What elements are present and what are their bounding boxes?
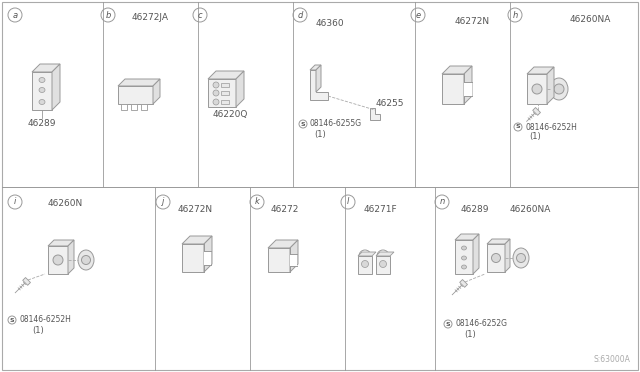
Polygon shape bbox=[48, 246, 68, 274]
Circle shape bbox=[516, 253, 525, 263]
Polygon shape bbox=[208, 71, 244, 79]
Polygon shape bbox=[204, 236, 212, 272]
Polygon shape bbox=[32, 64, 60, 72]
Polygon shape bbox=[310, 70, 328, 100]
Polygon shape bbox=[505, 239, 510, 272]
Polygon shape bbox=[236, 71, 244, 107]
Text: e: e bbox=[415, 10, 420, 19]
Circle shape bbox=[532, 84, 542, 94]
Ellipse shape bbox=[78, 250, 94, 270]
Text: S: S bbox=[10, 317, 14, 323]
Text: 46260NA: 46260NA bbox=[509, 205, 550, 214]
Polygon shape bbox=[22, 278, 31, 285]
Text: 46272JA: 46272JA bbox=[131, 13, 168, 22]
Polygon shape bbox=[208, 79, 236, 107]
Polygon shape bbox=[52, 64, 60, 110]
Text: k: k bbox=[255, 198, 259, 206]
Ellipse shape bbox=[461, 246, 467, 250]
Polygon shape bbox=[290, 240, 298, 272]
Polygon shape bbox=[121, 104, 127, 110]
Text: 46260N: 46260N bbox=[47, 199, 83, 208]
Circle shape bbox=[380, 260, 387, 267]
Ellipse shape bbox=[461, 256, 467, 260]
Polygon shape bbox=[310, 65, 321, 70]
Text: 46255: 46255 bbox=[376, 99, 404, 109]
Text: 46360: 46360 bbox=[316, 19, 344, 29]
Circle shape bbox=[492, 253, 500, 263]
Polygon shape bbox=[487, 244, 505, 272]
Ellipse shape bbox=[461, 265, 467, 269]
Text: a: a bbox=[12, 10, 17, 19]
Ellipse shape bbox=[513, 248, 529, 268]
Polygon shape bbox=[460, 279, 467, 287]
Ellipse shape bbox=[39, 77, 45, 83]
Polygon shape bbox=[464, 66, 472, 104]
Polygon shape bbox=[442, 66, 472, 74]
Circle shape bbox=[213, 99, 219, 105]
Text: b: b bbox=[106, 10, 111, 19]
Text: (1): (1) bbox=[32, 326, 44, 334]
Polygon shape bbox=[204, 251, 211, 265]
Polygon shape bbox=[487, 239, 510, 244]
Text: S: S bbox=[301, 122, 305, 126]
Text: d: d bbox=[298, 10, 303, 19]
Text: 08146-6255G: 08146-6255G bbox=[310, 119, 362, 128]
Polygon shape bbox=[527, 67, 554, 74]
Text: S: S bbox=[445, 321, 451, 327]
Polygon shape bbox=[547, 67, 554, 104]
Bar bbox=[221, 91, 229, 95]
Text: i: i bbox=[14, 198, 16, 206]
Text: h: h bbox=[513, 10, 518, 19]
Circle shape bbox=[213, 82, 219, 88]
Text: 46272: 46272 bbox=[271, 205, 299, 215]
Polygon shape bbox=[473, 234, 479, 274]
Polygon shape bbox=[68, 240, 74, 274]
Polygon shape bbox=[131, 104, 137, 110]
Text: S: S bbox=[516, 125, 520, 129]
Polygon shape bbox=[376, 256, 390, 274]
Polygon shape bbox=[290, 254, 297, 266]
Text: j: j bbox=[162, 198, 164, 206]
Ellipse shape bbox=[550, 78, 568, 100]
Text: 46260NA: 46260NA bbox=[570, 16, 611, 25]
Polygon shape bbox=[48, 240, 74, 246]
Text: c: c bbox=[198, 10, 202, 19]
Polygon shape bbox=[455, 234, 479, 240]
Text: 46220Q: 46220Q bbox=[212, 110, 248, 119]
Polygon shape bbox=[153, 79, 160, 104]
Polygon shape bbox=[268, 248, 290, 272]
Text: l: l bbox=[347, 198, 349, 206]
Text: 46289: 46289 bbox=[461, 205, 489, 214]
Circle shape bbox=[554, 84, 564, 94]
Polygon shape bbox=[532, 108, 540, 115]
Text: S:63000A: S:63000A bbox=[593, 355, 630, 364]
Text: 46289: 46289 bbox=[28, 119, 56, 128]
Text: (1): (1) bbox=[314, 129, 326, 138]
Text: 08146-6252H: 08146-6252H bbox=[525, 122, 577, 131]
Text: (1): (1) bbox=[464, 330, 476, 339]
Text: 08146-6252H: 08146-6252H bbox=[19, 315, 71, 324]
Circle shape bbox=[362, 260, 369, 267]
Polygon shape bbox=[464, 82, 472, 96]
Circle shape bbox=[81, 256, 90, 264]
Bar bbox=[221, 100, 229, 104]
Polygon shape bbox=[268, 240, 298, 248]
Circle shape bbox=[213, 90, 219, 96]
Text: (1): (1) bbox=[529, 132, 541, 141]
Polygon shape bbox=[141, 104, 147, 110]
Circle shape bbox=[53, 255, 63, 265]
Polygon shape bbox=[455, 240, 473, 274]
Polygon shape bbox=[316, 65, 321, 92]
Text: 46271F: 46271F bbox=[363, 205, 397, 215]
Ellipse shape bbox=[39, 87, 45, 93]
Polygon shape bbox=[182, 236, 212, 244]
Polygon shape bbox=[118, 79, 160, 86]
Text: 46272N: 46272N bbox=[177, 205, 212, 215]
Polygon shape bbox=[358, 256, 372, 274]
Polygon shape bbox=[358, 252, 376, 256]
Polygon shape bbox=[376, 252, 394, 256]
Polygon shape bbox=[442, 74, 464, 104]
Text: n: n bbox=[440, 198, 445, 206]
Polygon shape bbox=[370, 108, 380, 120]
